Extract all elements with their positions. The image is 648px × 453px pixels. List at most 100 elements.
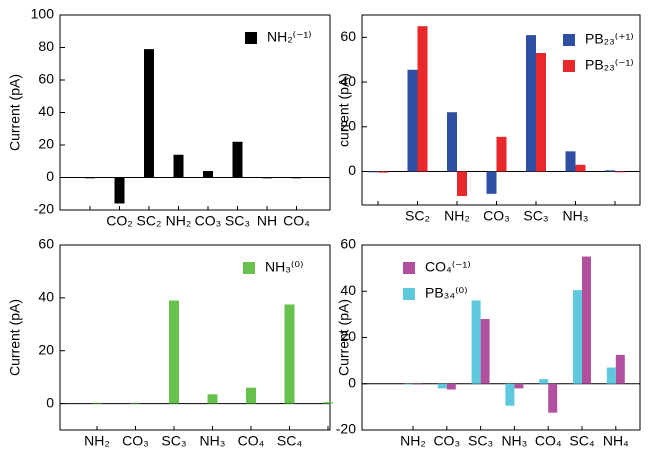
bar xyxy=(514,383,524,389)
x-tick-label: NH₃ xyxy=(200,433,226,449)
bar xyxy=(207,394,218,404)
bar xyxy=(582,256,591,384)
x-tick-label: NH₂ xyxy=(400,433,426,449)
bar xyxy=(539,379,549,384)
bar xyxy=(548,383,558,413)
y-tick-label: 60 xyxy=(340,28,356,44)
bar xyxy=(246,387,256,404)
bar xyxy=(323,402,333,404)
bar xyxy=(457,171,467,197)
bar xyxy=(114,177,125,204)
y-tick-label: 80 xyxy=(38,38,54,54)
legend-swatch xyxy=(243,262,255,274)
bar xyxy=(404,383,413,385)
y-tick-label: -20 xyxy=(336,421,356,437)
x-tick-label: NH₂ xyxy=(166,213,192,229)
x-tick-label: SC₂ xyxy=(137,213,162,229)
x-tick-label: CO₃ xyxy=(195,213,222,229)
bar xyxy=(92,402,102,404)
bar xyxy=(575,164,586,172)
x-tick-label: SC₃ xyxy=(225,213,250,229)
bar xyxy=(368,171,378,173)
bar xyxy=(291,177,302,179)
bar xyxy=(446,383,456,390)
bar xyxy=(232,141,243,178)
bar xyxy=(496,136,507,172)
legend-swatch xyxy=(563,34,575,46)
y-tick-label: 20 xyxy=(38,136,54,152)
y-tick-label: 0 xyxy=(348,374,356,390)
x-tick-label: NH₄ xyxy=(603,433,629,449)
legend-label: NH₂⁽⁻¹⁾ xyxy=(267,29,312,45)
y-tick-label: -20 xyxy=(34,201,54,217)
y-tick-label: 0 xyxy=(348,162,356,178)
x-tick-label: CO₄ xyxy=(283,213,310,229)
x-tick-label: NH₃ xyxy=(501,433,527,449)
y-axis-label: current (pA) xyxy=(336,73,352,147)
legend-swatch xyxy=(563,60,575,72)
x-tick-label: NH₃ xyxy=(563,208,589,224)
bar xyxy=(536,53,546,172)
bar xyxy=(486,171,497,194)
bar xyxy=(505,383,515,406)
bar xyxy=(471,300,481,384)
y-tick-label: 20 xyxy=(340,117,356,133)
bar xyxy=(606,367,616,384)
y-tick-label: 60 xyxy=(38,236,54,252)
bar xyxy=(378,171,388,173)
y-tick-label: 60 xyxy=(340,236,356,252)
x-tick-label: NH₂ xyxy=(84,433,110,449)
legend-swatch xyxy=(245,32,257,44)
legend-swatch xyxy=(403,288,415,300)
bar xyxy=(615,171,625,173)
y-tick-label: 0 xyxy=(46,394,54,410)
x-tick-label: CO₂ xyxy=(106,213,132,229)
x-tick-label: NH₂ xyxy=(444,208,470,224)
y-tick-label: 40 xyxy=(340,282,356,298)
legend-label: PB₂₃⁽⁺¹⁾ xyxy=(585,31,634,47)
bar xyxy=(130,402,141,404)
legend-swatch xyxy=(403,262,415,274)
bar xyxy=(480,319,490,384)
x-tick-label: CO₃ xyxy=(122,433,149,449)
x-tick-label: SC₄ xyxy=(569,433,594,449)
bar xyxy=(173,154,184,178)
y-tick-label: 0 xyxy=(46,168,54,184)
bar xyxy=(203,171,213,178)
y-tick-label: 40 xyxy=(38,103,54,119)
bar xyxy=(407,69,418,172)
bar xyxy=(169,300,179,404)
y-tick-label: 60 xyxy=(38,71,54,87)
x-tick-label: SC₃ xyxy=(468,433,493,449)
x-tick-label: CO₃ xyxy=(433,433,460,449)
bar xyxy=(413,383,422,385)
y-tick-label: 20 xyxy=(38,341,54,357)
x-tick-label: SC₄ xyxy=(277,433,302,449)
legend-label: PB₃₄⁽⁰⁾ xyxy=(425,285,468,301)
x-tick-label: SC₃ xyxy=(523,208,548,224)
bar xyxy=(447,112,457,172)
y-tick-label: 40 xyxy=(340,73,356,89)
x-tick-label: SC₂ xyxy=(405,208,430,224)
legend-label: PB₂₃⁽⁻¹⁾ xyxy=(585,57,634,73)
legend-label: CO₄⁽⁻¹⁾ xyxy=(425,259,471,275)
bar xyxy=(573,290,582,384)
bar xyxy=(262,177,272,179)
bar xyxy=(85,177,95,179)
bar xyxy=(437,383,447,389)
y-axis-label: Current (pA) xyxy=(7,299,23,376)
bar xyxy=(284,304,295,404)
bar xyxy=(615,354,625,384)
bar xyxy=(605,170,615,172)
y-tick-label: 100 xyxy=(31,6,55,22)
bar xyxy=(526,35,536,172)
y-tick-label: 20 xyxy=(340,328,356,344)
y-axis-label: Current (pA) xyxy=(7,74,23,151)
y-tick-label: 40 xyxy=(38,289,54,305)
x-tick-label: CO₄ xyxy=(535,433,562,449)
plot-frame xyxy=(361,14,641,206)
y-axis-label: Current (pA) xyxy=(336,299,352,376)
x-tick-label: CO₃ xyxy=(483,208,510,224)
x-tick-label: NH xyxy=(257,213,277,229)
